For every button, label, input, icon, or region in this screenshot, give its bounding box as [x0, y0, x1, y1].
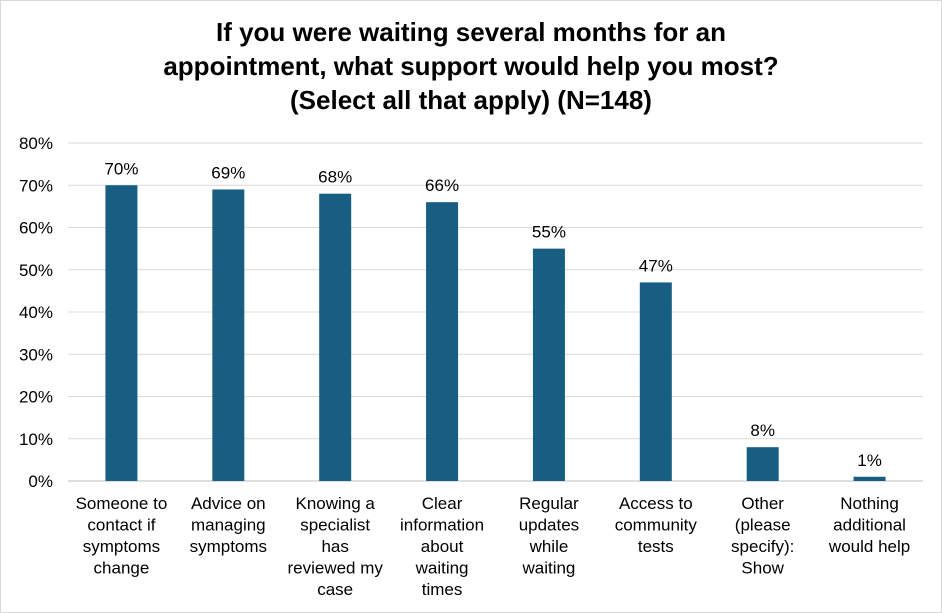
y-tick-label: 10% — [19, 430, 53, 449]
x-category-label: Someone to — [76, 494, 168, 513]
x-category-label: (please — [735, 516, 791, 535]
x-category-label: Clear — [422, 494, 463, 513]
x-category-label: community — [615, 516, 698, 535]
x-category-label: Nothing — [840, 494, 899, 513]
chart-title: If you were waiting several months for a… — [1, 15, 941, 117]
chart-title-line-2: appointment, what support would help you… — [163, 51, 779, 81]
bar — [212, 189, 245, 481]
y-tick-label: 80% — [19, 134, 53, 153]
x-category-label: managing — [191, 516, 266, 535]
x-category-label: would help — [828, 537, 910, 556]
y-tick-label: 0% — [28, 472, 53, 491]
x-category-label: change — [94, 559, 150, 578]
data-label: 8% — [750, 421, 775, 440]
y-tick-label: 50% — [19, 261, 53, 280]
bar — [319, 193, 352, 481]
data-label: 55% — [532, 223, 566, 242]
x-category-label: Show — [741, 559, 784, 578]
x-category-label: reviewed my — [287, 559, 383, 578]
x-category-label: information — [400, 516, 484, 535]
data-label: 68% — [318, 168, 352, 187]
data-label: 47% — [639, 256, 673, 275]
x-category-label: specify): — [731, 537, 794, 556]
data-label: 1% — [857, 451, 882, 470]
x-category-label: symptoms — [83, 537, 160, 556]
x-category-label: symptoms — [190, 537, 267, 556]
bar — [426, 202, 459, 481]
x-category-label: Advice on — [191, 494, 266, 513]
x-category-label: case — [317, 580, 353, 599]
y-tick-label: 30% — [19, 345, 53, 364]
y-tick-label: 20% — [19, 388, 53, 407]
x-category-label: updates — [519, 516, 580, 535]
bar — [746, 447, 779, 481]
x-category-label: additional — [833, 516, 906, 535]
x-category-label: Other — [741, 494, 784, 513]
x-category-label: Knowing a — [295, 494, 375, 513]
data-label: 70% — [104, 159, 138, 178]
bar — [853, 476, 886, 481]
x-category-label: contact if — [87, 516, 155, 535]
y-tick-label: 40% — [19, 303, 53, 322]
x-category-label: specialist — [300, 516, 370, 535]
x-category-label: times — [422, 580, 463, 599]
bar — [532, 248, 565, 481]
bar — [105, 185, 138, 481]
data-label: 69% — [211, 163, 245, 182]
x-category-label: has — [321, 537, 348, 556]
x-category-label: waiting — [521, 559, 575, 578]
chart-title-line-3: (Select all that apply) (N=148) — [290, 85, 652, 115]
y-tick-label: 70% — [19, 176, 53, 195]
y-tick-label: 60% — [19, 219, 53, 238]
data-label: 66% — [425, 176, 459, 195]
chart-title-line-1: If you were waiting several months for a… — [215, 17, 726, 47]
x-category-label: waiting — [415, 559, 469, 578]
x-category-label: about — [421, 537, 464, 556]
bar — [639, 282, 672, 481]
x-category-label: Access to — [619, 494, 693, 513]
x-category-label: Regular — [519, 494, 579, 513]
x-category-label: while — [529, 537, 569, 556]
x-category-label: tests — [638, 537, 674, 556]
